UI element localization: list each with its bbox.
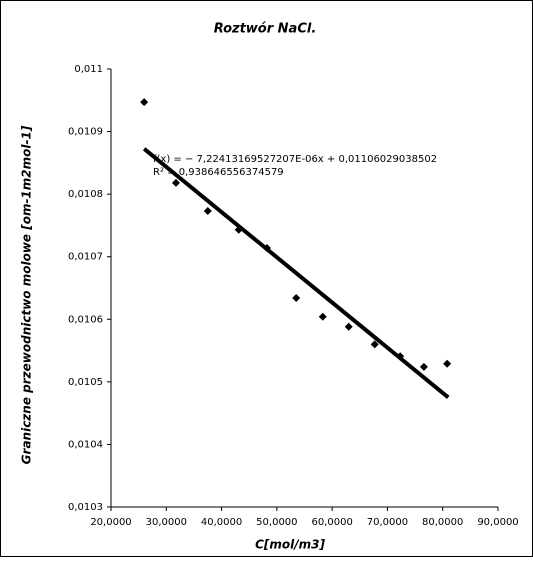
y-tick-label: 0,0103	[68, 502, 103, 513]
y-tick-label: 0,0104	[68, 439, 103, 450]
trend-r2: R² = 0,938646556374579	[153, 167, 284, 178]
y-tick-label: 0,0109	[68, 127, 103, 138]
point	[419, 362, 428, 371]
y-tick-label: 0,0108	[68, 189, 103, 200]
x-tick-label: 80,0000	[422, 517, 463, 528]
x-tick-label: 40,0000	[201, 517, 242, 528]
point	[443, 359, 452, 368]
x-tick-label: 30,0000	[146, 517, 187, 528]
y-tick-label: 0,0107	[68, 252, 103, 263]
y-axis-label: Graniczne przewodnictwo molowe [om-1m2mo…	[20, 125, 34, 464]
x-axis-label: C[mol/m3]	[255, 538, 325, 552]
trendline	[142, 147, 450, 399]
point	[203, 207, 212, 216]
trend-equation: f(x) = − 7,22413169527207E-06x + 0,01106…	[153, 154, 437, 165]
x-tick-label: 70,0000	[367, 517, 408, 528]
chart-title: Roztwór NaCl.	[214, 22, 317, 37]
point	[140, 98, 149, 107]
x-tick-label: 50,0000	[256, 517, 297, 528]
x-tick-label: 90,0000	[477, 517, 518, 528]
point	[318, 312, 327, 321]
y-tick-label: 0,0105	[68, 377, 103, 388]
point	[344, 322, 353, 331]
x-tick-label: 60,0000	[311, 517, 352, 528]
y-tick-label: 0,011	[74, 64, 103, 75]
y-tick-label: 0,0106	[68, 314, 103, 325]
x-tick-label: 20,0000	[90, 517, 131, 528]
point	[370, 340, 379, 349]
point	[171, 178, 180, 187]
point	[292, 294, 301, 303]
